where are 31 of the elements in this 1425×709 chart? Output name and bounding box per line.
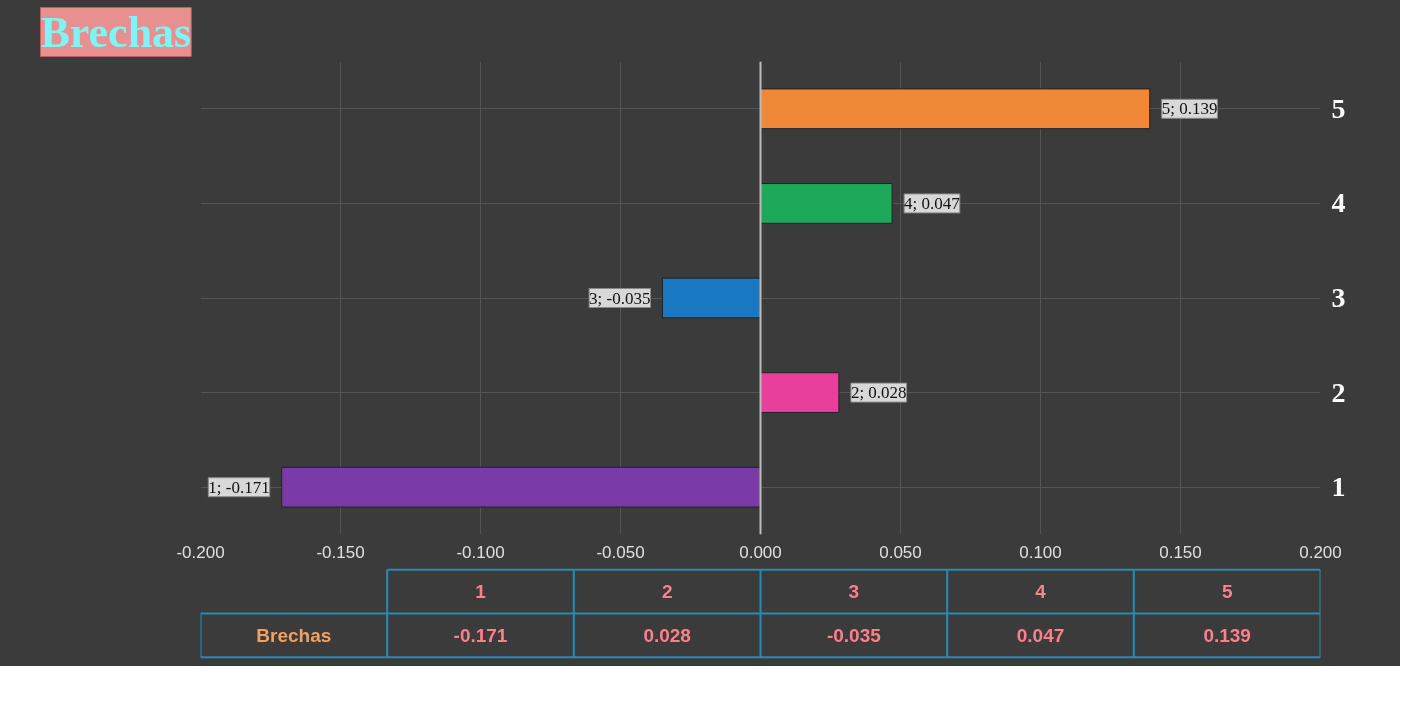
category-label: 2 (661, 581, 673, 603)
x-tick-label: 0.000 (739, 542, 782, 562)
y-tick-label: 3 (1331, 282, 1346, 313)
category-label: 3 (848, 581, 860, 603)
x-tick-label: -0.200 (176, 542, 225, 562)
text: 0.047 (1016, 624, 1065, 646)
x-tick-label: -0.100 (456, 542, 505, 562)
x-tick-label: 0.100 (1019, 542, 1062, 562)
data-label: 2; 0.028 (850, 383, 907, 403)
text: -0.171 (453, 624, 508, 646)
x-tick-label: 0.050 (879, 542, 922, 562)
text: 0.139 (1203, 624, 1251, 646)
y-tick-label: 2 (1331, 376, 1346, 408)
text: -0.035 (826, 624, 882, 646)
x-tick-label: -0.050 (596, 542, 645, 562)
data-label: 4; 0.047 (904, 193, 961, 213)
category-label: 4 (1035, 581, 1046, 603)
text: 0.028 (643, 624, 691, 646)
category-label: 1 (475, 581, 486, 603)
x-tick-label: 0.150 (1159, 542, 1202, 562)
x-tick-label: -0.150 (316, 542, 365, 562)
data-label: 3; -0.035 (589, 288, 651, 308)
data-label: 1; -0.171 (208, 477, 270, 497)
text: Brechas (256, 624, 332, 646)
x-tick-label: 0.200 (1299, 542, 1342, 562)
category-label: 5 (1221, 581, 1233, 603)
y-tick-label: 1 (1331, 471, 1346, 503)
chart-title: Brechas (40, 7, 192, 57)
data-label: 5; 0.139 (1161, 99, 1218, 119)
y-tick-label: 4 (1331, 187, 1346, 219)
y-tick-label: 5 (1331, 92, 1346, 124)
